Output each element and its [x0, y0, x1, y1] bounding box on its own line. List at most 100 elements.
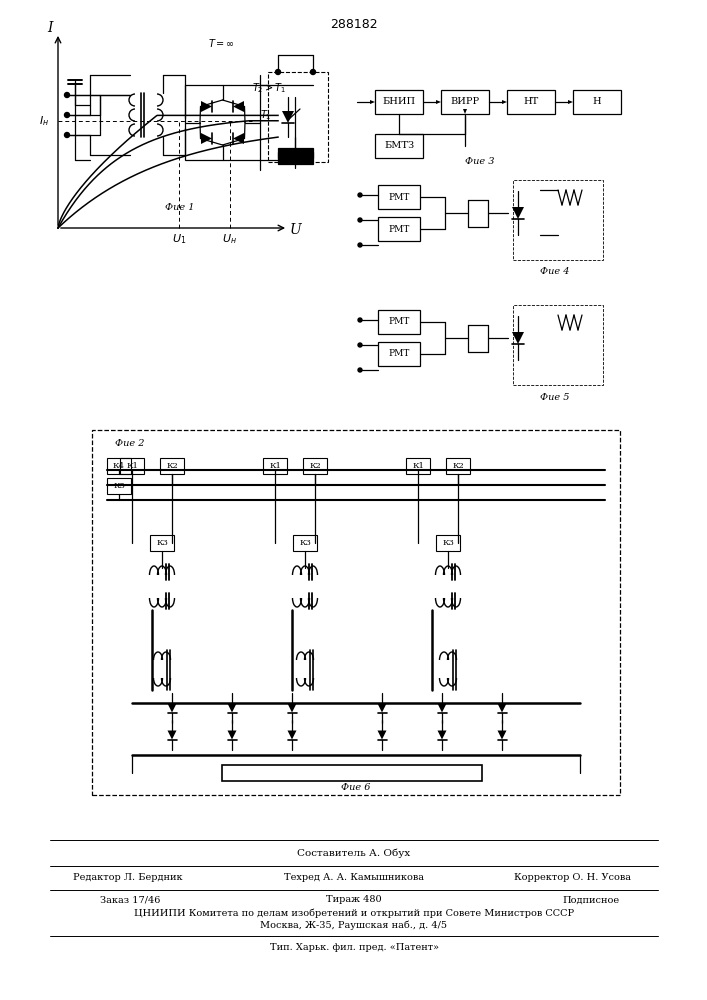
Bar: [513, 305, 603, 385]
Text: $T_2>T_1$: $T_2>T_1$: [252, 81, 286, 95]
Text: Фие 6: Фие 6: [341, 782, 370, 792]
Polygon shape: [233, 101, 244, 112]
Bar: [446, 458, 470, 474]
Text: К2: К2: [166, 462, 178, 470]
Polygon shape: [168, 730, 177, 740]
Polygon shape: [228, 730, 237, 740]
Bar: [406, 458, 430, 474]
Bar: [278, 152, 313, 164]
Text: К4: К4: [113, 462, 125, 470]
Polygon shape: [502, 100, 507, 104]
Bar: [268, 72, 328, 162]
Polygon shape: [378, 730, 387, 740]
Text: Тип. Харьк. фил. пред. «Патент»: Тип. Харьк. фил. пред. «Патент»: [269, 944, 438, 952]
Circle shape: [358, 218, 362, 222]
Text: $T_1$: $T_1$: [260, 108, 272, 122]
Text: Фие 1: Фие 1: [165, 204, 194, 213]
Bar: [441, 90, 489, 114]
Bar: [378, 342, 420, 366]
Polygon shape: [201, 101, 212, 112]
Bar: [107, 478, 131, 494]
Bar: [375, 90, 423, 114]
Text: К3: К3: [299, 539, 311, 547]
Circle shape: [358, 368, 362, 372]
Bar: [120, 458, 144, 474]
Text: Москва, Ж-35, Раушская наб., д. 4/5: Москва, Ж-35, Раушская наб., д. 4/5: [260, 920, 448, 930]
Text: $U_1$: $U_1$: [172, 232, 186, 246]
Bar: [107, 458, 131, 474]
Bar: [507, 90, 555, 114]
Polygon shape: [498, 704, 506, 712]
Text: К3: К3: [156, 539, 168, 547]
Text: $I_н$: $I_н$: [39, 114, 49, 128]
Circle shape: [64, 93, 69, 98]
Text: НТ: НТ: [523, 98, 539, 106]
Bar: [303, 458, 327, 474]
Bar: [513, 180, 603, 260]
Polygon shape: [512, 207, 524, 219]
Text: К1: К1: [269, 462, 281, 470]
Polygon shape: [370, 100, 375, 104]
Text: Составитель А. Обух: Составитель А. Обух: [298, 848, 411, 858]
Text: РМТ: РМТ: [388, 225, 409, 233]
Bar: [436, 535, 460, 551]
Circle shape: [358, 343, 362, 347]
Text: Фие 4: Фие 4: [540, 267, 570, 276]
Polygon shape: [288, 704, 296, 712]
Circle shape: [64, 132, 69, 137]
Text: К2: К2: [452, 462, 464, 470]
Polygon shape: [378, 704, 387, 712]
Bar: [185, 85, 260, 160]
Text: К5: К5: [113, 482, 125, 490]
Bar: [375, 134, 423, 158]
Polygon shape: [568, 100, 573, 104]
Polygon shape: [288, 730, 296, 740]
Circle shape: [64, 112, 69, 117]
Polygon shape: [438, 730, 447, 740]
Polygon shape: [463, 109, 467, 114]
Polygon shape: [228, 704, 237, 712]
Polygon shape: [282, 111, 294, 123]
Text: РМТ: РМТ: [388, 350, 409, 359]
Bar: [222, 765, 482, 781]
Text: $U_н$: $U_н$: [222, 232, 237, 246]
Polygon shape: [512, 332, 524, 344]
Text: БНИП: БНИП: [382, 98, 416, 106]
Circle shape: [358, 193, 362, 197]
Text: Техред А. А. Камышникова: Техред А. А. Камышникова: [284, 874, 424, 882]
Bar: [573, 90, 621, 114]
Text: БМТЗ: БМТЗ: [384, 141, 414, 150]
Text: Тираж 480: Тираж 480: [326, 896, 382, 904]
Bar: [378, 310, 420, 334]
Text: Подписное: Подписное: [563, 896, 620, 904]
Text: Фие 5: Фие 5: [540, 392, 570, 401]
Text: Корректор О. Н. Усова: Корректор О. Н. Усова: [513, 874, 631, 882]
Circle shape: [276, 70, 281, 75]
Text: К2: К2: [309, 462, 321, 470]
Text: ЦНИИПИ Комитета по делам изобретений и открытий при Совете Министров СССР: ЦНИИПИ Комитета по делам изобретений и о…: [134, 908, 574, 918]
Text: К3: К3: [442, 539, 454, 547]
Polygon shape: [233, 133, 244, 144]
Text: $T = \infty$: $T = \infty$: [208, 37, 235, 49]
Polygon shape: [436, 100, 441, 104]
Bar: [160, 458, 184, 474]
Text: К1: К1: [126, 462, 138, 470]
Polygon shape: [438, 704, 447, 712]
Polygon shape: [168, 704, 177, 712]
Text: I: I: [47, 21, 53, 35]
Bar: [378, 185, 420, 209]
Text: РМТ: РМТ: [388, 318, 409, 326]
Bar: [278, 148, 313, 158]
Text: Фие 2: Фие 2: [115, 438, 145, 448]
Text: Редактор Л. Бердник: Редактор Л. Бердник: [74, 874, 183, 882]
Circle shape: [358, 318, 362, 322]
Text: 288182: 288182: [330, 18, 378, 31]
Text: Заказ 17/46: Заказ 17/46: [100, 896, 160, 904]
Bar: [378, 217, 420, 241]
Circle shape: [310, 70, 315, 75]
Text: U: U: [290, 223, 302, 237]
Polygon shape: [498, 730, 506, 740]
Text: Н: Н: [592, 98, 602, 106]
Bar: [293, 535, 317, 551]
Circle shape: [358, 243, 362, 247]
